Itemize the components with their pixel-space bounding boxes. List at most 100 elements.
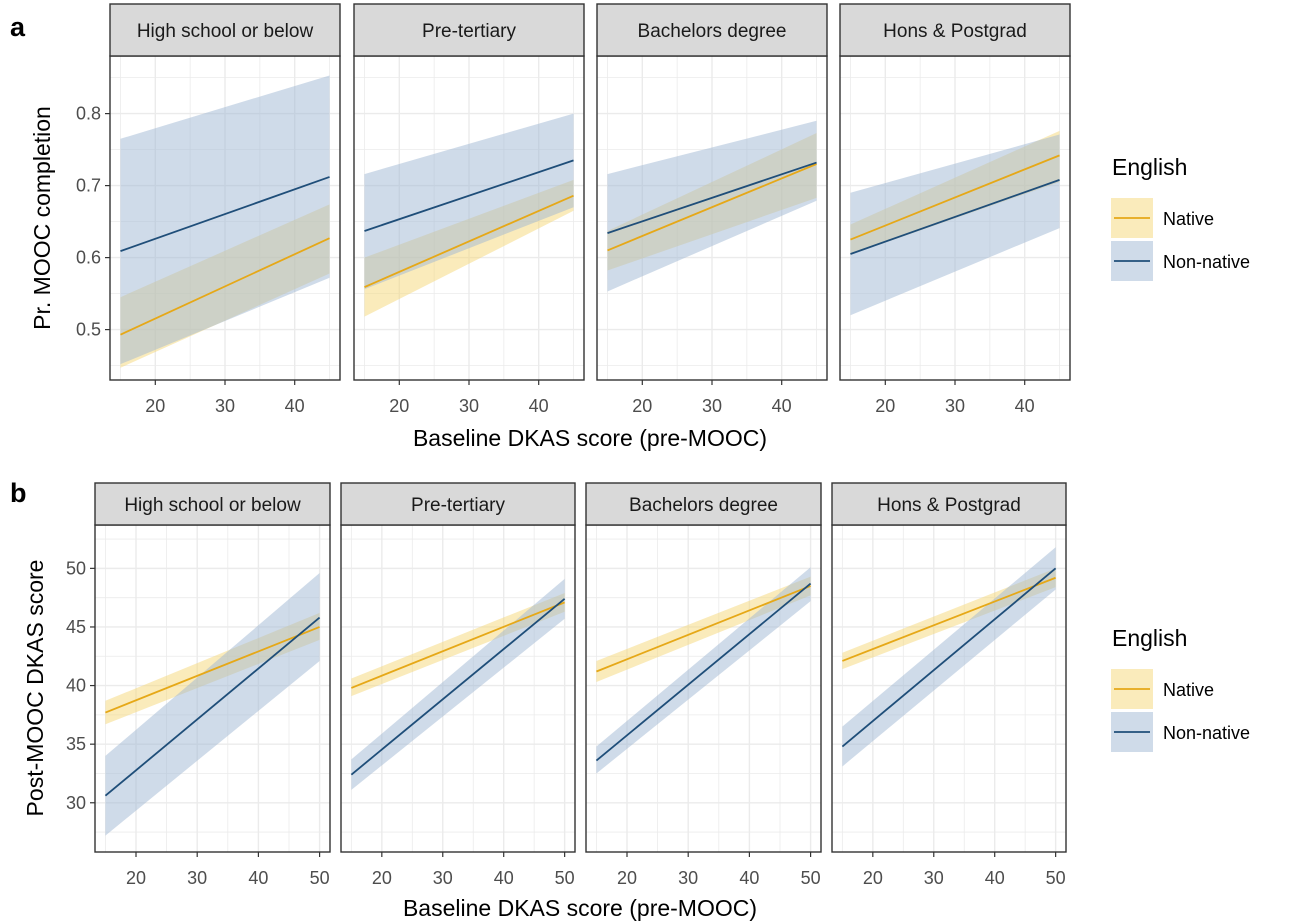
panel-letter: b xyxy=(10,478,27,508)
facet-strip xyxy=(340,482,576,526)
x-tick-label: 40 xyxy=(529,396,549,416)
facet-panel: Bachelors degree 20 30 40 xyxy=(596,3,828,416)
x-tick-label: 40 xyxy=(772,396,792,416)
x-tick-label: 20 xyxy=(372,868,392,888)
facet-label: High school or below xyxy=(124,495,301,516)
y-tick-label: 0.8 xyxy=(76,104,101,124)
x-tick-label: 40 xyxy=(739,868,759,888)
facet-panel: High school or below 20 30 40 0.5 0.6 0.7 0.8 xyxy=(76,3,341,416)
x-tick-label: 30 xyxy=(702,396,722,416)
facet-label: High school or below xyxy=(137,21,314,42)
legend-entry: Non-native xyxy=(1163,723,1250,743)
panel-letter: a xyxy=(10,12,26,42)
legend: English Native Non-native xyxy=(1111,154,1250,281)
x-tick-label: 40 xyxy=(248,868,268,888)
x-tick-label: 20 xyxy=(617,868,637,888)
y-tick-label: 50 xyxy=(66,558,86,578)
facet-panel: High school or below 20 30 40 50 30 35 40 45 50 xyxy=(66,482,331,888)
facet-strip xyxy=(585,482,822,526)
x-tick-label: 50 xyxy=(310,868,330,888)
legend-entry: Non-native xyxy=(1163,252,1250,272)
x-axis-title: Baseline DKAS score (pre-MOOC) xyxy=(413,425,767,451)
facet-panel: Pre-tertiary 20 30 40 xyxy=(353,3,585,416)
facet-strip xyxy=(831,482,1067,526)
x-tick-label: 30 xyxy=(678,868,698,888)
x-tick-label: 20 xyxy=(632,396,652,416)
x-tick-label: 40 xyxy=(494,868,514,888)
y-tick-label: 35 xyxy=(66,734,86,754)
confidence-band-non-native xyxy=(120,75,330,365)
fit-line-non-native xyxy=(841,567,1057,748)
fit-line-native xyxy=(842,576,1056,662)
facet-panel: Hons & Postgrad 20 30 40 xyxy=(839,3,1071,416)
fit-line-non-native xyxy=(350,598,566,776)
x-tick-label: 30 xyxy=(433,868,453,888)
plot-background xyxy=(586,525,821,852)
x-tick-label: 30 xyxy=(945,396,965,416)
x-tick-label: 30 xyxy=(215,396,235,416)
y-tick-label: 0.5 xyxy=(76,320,101,340)
facet-panel: Hons & Postgrad 20 30 40 50 xyxy=(831,482,1067,888)
facet-panel: Pre-tertiary 20 30 40 50 xyxy=(340,482,576,888)
confidence-band-non-native xyxy=(850,134,1060,316)
y-axis-title: Post-MOOC DKAS score xyxy=(22,560,48,817)
x-tick-label: 40 xyxy=(1015,396,1035,416)
y-axis-title: Pr. MOOC completion xyxy=(29,106,55,330)
x-tick-label: 20 xyxy=(389,396,409,416)
confidence-band-non-native xyxy=(105,573,320,836)
x-tick-label: 50 xyxy=(801,868,821,888)
fit-line-non-native xyxy=(607,161,817,234)
chart-a: a High school or below 20 30 40 0.5 0.6 0.7 0.8 P… xyxy=(10,3,1250,451)
facet-label: Hons & Postgrad xyxy=(883,21,1027,42)
x-tick-label: 30 xyxy=(924,868,944,888)
facet-label: Pre-tertiary xyxy=(411,495,505,516)
y-tick-label: 0.6 xyxy=(76,248,101,268)
legend: English Native Non-native xyxy=(1111,625,1250,752)
facet-strip xyxy=(94,482,331,526)
x-tick-label: 20 xyxy=(126,868,146,888)
confidence-band-non-native xyxy=(596,567,811,774)
fit-line-non-native xyxy=(595,582,812,762)
x-tick-label: 50 xyxy=(555,868,575,888)
facet-panel: Bachelors degree 20 30 40 50 xyxy=(585,482,822,888)
confidence-band-non-native xyxy=(607,120,817,292)
fit-line-native xyxy=(351,601,565,689)
y-tick-label: 45 xyxy=(66,617,86,637)
facet-strip xyxy=(596,3,828,57)
fit-line-native xyxy=(364,194,574,288)
x-tick-label: 40 xyxy=(985,868,1005,888)
facet-strip xyxy=(353,3,585,57)
y-tick-label: 40 xyxy=(66,676,86,696)
x-tick-label: 20 xyxy=(863,868,883,888)
x-tick-label: 30 xyxy=(459,396,479,416)
legend-entry: Native xyxy=(1163,209,1214,229)
x-tick-label: 50 xyxy=(1046,868,1066,888)
facet-strip xyxy=(109,3,341,57)
legend-entry: Native xyxy=(1163,680,1214,700)
y-tick-label: 30 xyxy=(66,793,86,813)
facet-label: Hons & Postgrad xyxy=(877,495,1021,516)
legend-title: English xyxy=(1112,625,1187,651)
fit-line-native xyxy=(105,626,320,714)
x-tick-label: 30 xyxy=(187,868,207,888)
fit-line-native xyxy=(850,154,1060,241)
y-tick-label: 0.7 xyxy=(76,176,101,196)
fit-line-non-native xyxy=(120,176,330,252)
x-tick-label: 20 xyxy=(875,396,895,416)
fit-line-non-native xyxy=(104,616,321,797)
confidence-band-non-native xyxy=(364,113,574,290)
facet-label: Bachelors degree xyxy=(638,21,787,42)
fit-line-native xyxy=(607,163,817,252)
fit-line-non-native xyxy=(364,159,574,232)
x-tick-label: 40 xyxy=(285,396,305,416)
legend-title: English xyxy=(1112,154,1187,180)
fit-line-native xyxy=(596,585,811,673)
facet-label: Bachelors degree xyxy=(629,495,778,516)
facet-strip xyxy=(839,3,1071,57)
fit-line-non-native xyxy=(850,178,1060,255)
confidence-band-non-native xyxy=(351,578,565,790)
x-tick-label: 20 xyxy=(145,396,165,416)
facet-label: Pre-tertiary xyxy=(422,21,516,42)
